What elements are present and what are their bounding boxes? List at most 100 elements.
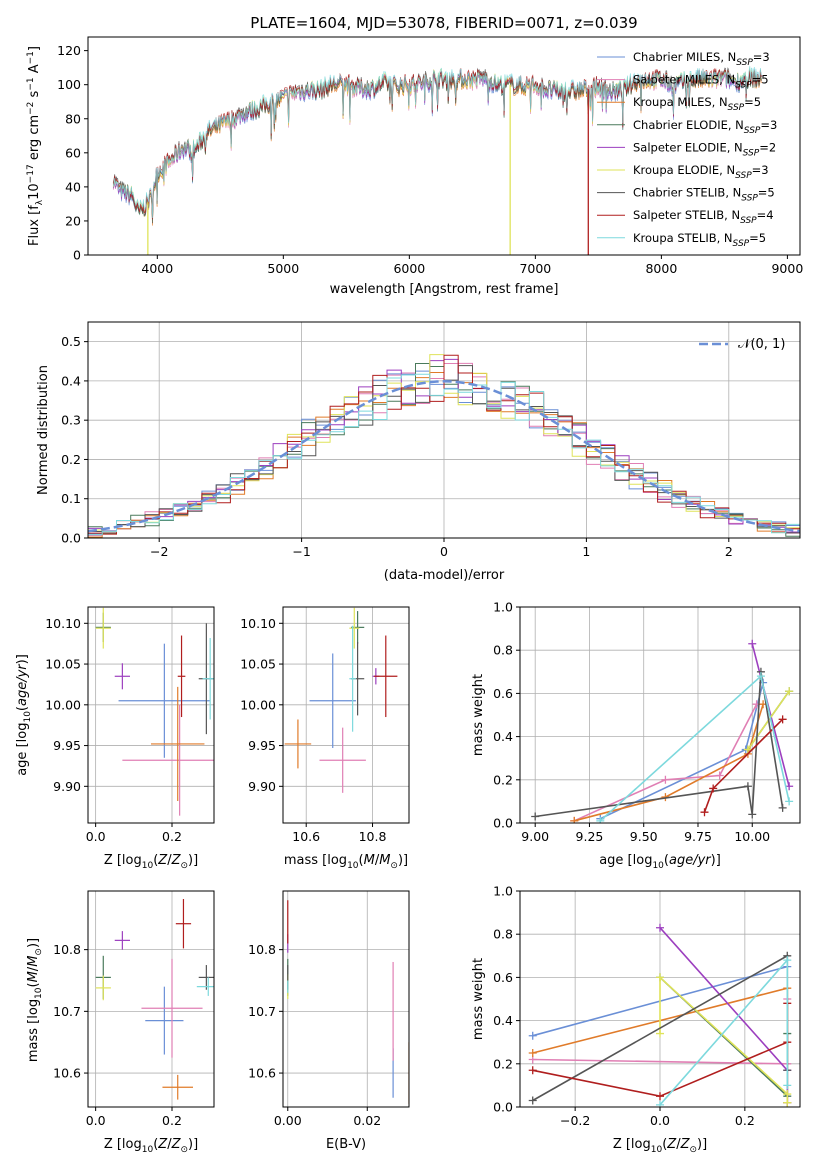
weight-marker: [656, 973, 664, 982]
weight-marker: [596, 816, 605, 823]
legend-entry: Kroupa ELODIE, NSSP=3: [633, 163, 769, 181]
weight-marker: [531, 812, 540, 821]
y-tick-label: 9.95: [53, 738, 81, 753]
x-tick-label: 4000: [141, 261, 173, 276]
weight-marker: [783, 956, 792, 965]
y-tick-label: 10.6: [248, 1066, 276, 1081]
legend-entry: Kroupa STELIB, NSSP=5: [633, 231, 766, 249]
axes-front: −0.2 0.0 0.2 0.0 0.2 0.4 0.6 0.8 1.0 mass weight Z…: [471, 884, 801, 1155]
weight-marker: [528, 1096, 537, 1105]
axes-front: 10.6 10.8 9.90 9.95 10.00 10.05 10.10 mass [log…: [240, 606, 410, 871]
weight-marker: [528, 1031, 537, 1040]
y-tick-label: 10.7: [53, 1004, 81, 1019]
weight-marker: [700, 808, 709, 817]
plot-area: [95, 607, 214, 816]
y-tick-label: 20: [65, 213, 81, 228]
legend-entry: Salpeter STELIB, NSSP=4: [633, 208, 774, 226]
weight-marker: [783, 1081, 792, 1090]
plot-area: [95, 899, 214, 1100]
weight-marker: [743, 782, 752, 791]
axes-front: 0.0 0.2 9.90 9.95 10.00 10.05 10.10 Z [log10(Z/…: [15, 606, 215, 871]
y-axis-label: Normed distribution: [36, 365, 51, 495]
legend-entry: 𝒩(0, 1): [738, 337, 785, 352]
legend-entry: Salpeter MILES, NSSP=5: [633, 73, 769, 91]
y-tick-label: 0.0: [493, 1100, 513, 1115]
weight-marker: [783, 1090, 792, 1099]
plot-area: [528, 923, 792, 1107]
weight-line: [751, 643, 790, 787]
axes-front: −2 −1 0 1 2 0.0 0.1 0.2 0.3 0.4 0.5 𝒩(0, 1) (data-mo…: [36, 321, 801, 583]
panel-age-vs-Z: 0.0 0.2 9.90 9.95 10.00 10.05 10.10 Z [log10(Z/…: [15, 606, 215, 871]
x-tick-label: 0.0: [650, 1113, 670, 1128]
x-axis-label: Z [log10(Z/Z⊙)]: [104, 853, 198, 871]
normal-curve: [88, 380, 800, 533]
weight-marker: [785, 687, 794, 696]
plot-area: [88, 354, 800, 538]
x-tick-label: 9.25: [576, 829, 604, 844]
x-tick-label: 0.0: [86, 829, 106, 844]
y-tick-label: 0.4: [61, 373, 81, 388]
legend-entry: Salpeter ELODIE, NSSP=2: [633, 140, 776, 158]
y-tick-label: 10.8: [53, 942, 81, 957]
x-tick-label: 2: [725, 544, 733, 559]
weight-marker: [528, 1066, 537, 1075]
x-axis-label: age [log10(age/yr)]: [599, 853, 721, 871]
panel-age-vs-mass: 10.6 10.8 9.90 9.95 10.00 10.05 10.10 mass [log…: [240, 606, 410, 871]
axes-frame: [87, 36, 801, 256]
weight-marker: [528, 1049, 537, 1057]
weight-marker: [656, 1029, 664, 1038]
y-axis-label: age [log10(age/yr)]: [15, 654, 33, 776]
y-tick-label: 1.0: [493, 884, 513, 899]
weight-line: [573, 703, 758, 822]
x-tick-label: 9.50: [630, 829, 658, 844]
y-tick-label: 10.7: [248, 1004, 276, 1019]
legend-entry: Chabrier STELIB, NSSP=5: [633, 186, 775, 204]
weight-marker: [715, 771, 724, 780]
y-tick-label: 120: [57, 43, 81, 58]
weight-marker: [778, 715, 787, 724]
weight-line: [659, 957, 789, 1106]
x-tick-label: 0.2: [162, 1113, 182, 1128]
y-tick-label: 9.90: [248, 779, 276, 794]
axes-frame: [282, 890, 410, 1108]
axes-front: 0.00 0.02 10.6 10.7 10.8 E(B-V): [248, 890, 410, 1152]
y-tick-label: 10.10: [240, 616, 276, 631]
axes-frame: [87, 606, 215, 824]
y-tick-label: 40: [65, 179, 81, 194]
x-tick-label: 6000: [393, 261, 425, 276]
x-tick-label: 7000: [519, 261, 551, 276]
y-tick-label: 0.6: [493, 686, 513, 701]
y-tick-label: 0.2: [61, 452, 81, 467]
x-tick-label: 0.2: [735, 1113, 755, 1128]
x-tick-label: 10.6: [292, 829, 320, 844]
y-tick-label: 0.8: [493, 643, 513, 658]
y-axis-label: mass [log10(M/M⊙)]: [26, 938, 44, 1062]
x-axis-label: Z [log10(Z/Z⊙)]: [613, 1137, 707, 1155]
x-tick-label: 0.00: [274, 1113, 302, 1128]
y-tick-label: 10.00: [45, 697, 81, 712]
panel-mass-vs-ebv: 0.00 0.02 10.6 10.7 10.8 E(B-V): [248, 890, 410, 1152]
y-tick-label: 0.3: [61, 413, 81, 428]
x-tick-label: 8000: [645, 261, 677, 276]
weight-line: [599, 674, 790, 822]
x-axis-label: E(B-V): [326, 1137, 366, 1152]
weight-marker: [709, 784, 718, 793]
y-tick-label: 10.8: [248, 942, 276, 957]
panel-residuals: −2 −1 0 1 2 0.0 0.1 0.2 0.3 0.4 0.5 𝒩(0, 1) (data-mo…: [36, 321, 801, 583]
x-tick-label: 0.2: [162, 829, 182, 844]
x-tick-label: 0.0: [86, 1113, 106, 1128]
y-axis-label: mass weight: [471, 674, 486, 756]
x-axis-label: wavelength [Angstrom, rest frame]: [330, 282, 559, 297]
weight-line: [659, 975, 789, 1103]
y-tick-label: 0.0: [61, 531, 81, 546]
axes-frame: [519, 606, 801, 824]
x-tick-label: −2: [150, 544, 168, 559]
x-tick-label: 9000: [771, 261, 803, 276]
x-tick-label: 0.02: [353, 1113, 381, 1128]
axes-frame: [87, 890, 215, 1108]
x-axis-label: (data-model)/error: [384, 568, 505, 583]
y-tick-label: 0.2: [493, 772, 513, 787]
plot-area: [287, 900, 409, 1104]
y-axis-label: Flux [fλ10−17 erg cm−2 s−1 A−1]: [26, 46, 45, 246]
plot-area: [531, 639, 794, 823]
